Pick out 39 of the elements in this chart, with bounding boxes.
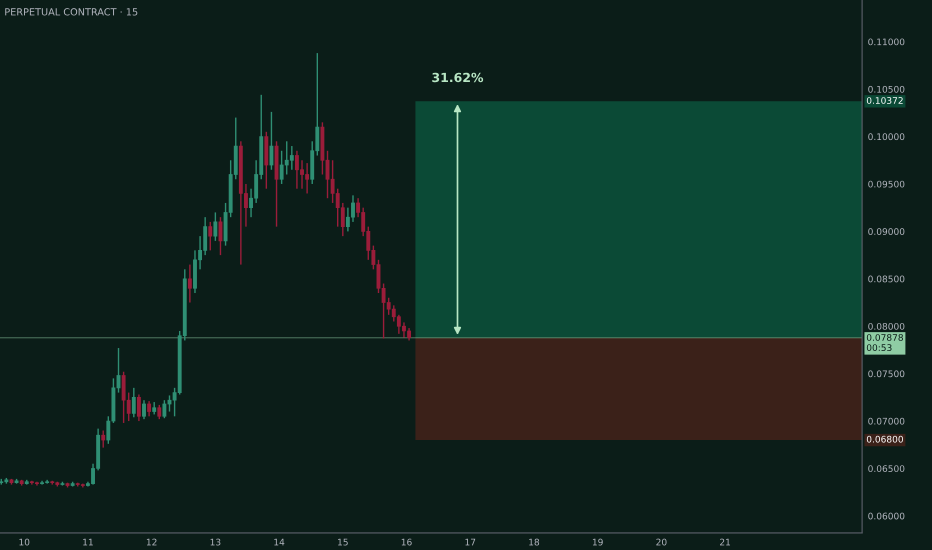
x-tick-label: 13 [210, 538, 220, 546]
band-label: 0.06800 [866, 436, 903, 443]
y-tick-label: 0.06500 [868, 465, 904, 472]
x-tick-label: 17 [465, 538, 476, 546]
annotation: 31.62% [432, 72, 484, 82]
candlestick [142, 399, 146, 420]
y-tick-label: 0.07000 [868, 418, 904, 425]
y-tick-label: 0.10500 [868, 86, 904, 93]
y-tick-label: 0.09500 [868, 180, 904, 188]
candlestick [218, 216, 222, 256]
candlestick [188, 264, 192, 304]
y-tick-label: 0.08000 [868, 322, 904, 330]
x-tick-label: 14 [274, 538, 284, 546]
x-tick-label: 15 [338, 538, 348, 546]
x-tick-label: 21 [720, 538, 730, 546]
text: PERPETUAL CONTRACT · 15 [5, 8, 138, 16]
y-tick-label: 0.09000 [868, 228, 904, 235]
x-tick-label: 11 [83, 538, 93, 546]
candlestick [269, 111, 274, 170]
y-tick-label: 0.11000 [868, 38, 904, 46]
candlestick [147, 400, 152, 418]
x-tick-label: 18 [529, 538, 540, 546]
x-tick-label: 10 [19, 538, 30, 546]
x-tick-label: 20 [656, 538, 667, 546]
y-tick-label: 0.07500 [868, 370, 904, 378]
x-tick-label: 19 [592, 538, 603, 546]
candlestick [101, 430, 106, 448]
y-tick-label: 0.06000 [868, 512, 904, 520]
y-tick-label: 0.08500 [868, 276, 904, 282]
candlestick [136, 394, 141, 422]
y-tick-label: 0.10000 [868, 133, 904, 140]
ref-line-label: 0.07878 00:53 [866, 334, 903, 352]
candlestick [132, 387, 136, 418]
candlestick [152, 401, 156, 416]
candlestick [208, 221, 212, 252]
x-tick-label: 12 [146, 538, 156, 546]
x-tick-label: 16 [402, 538, 412, 546]
band-label: 0.10372 [866, 97, 903, 104]
candlestick [213, 212, 218, 242]
